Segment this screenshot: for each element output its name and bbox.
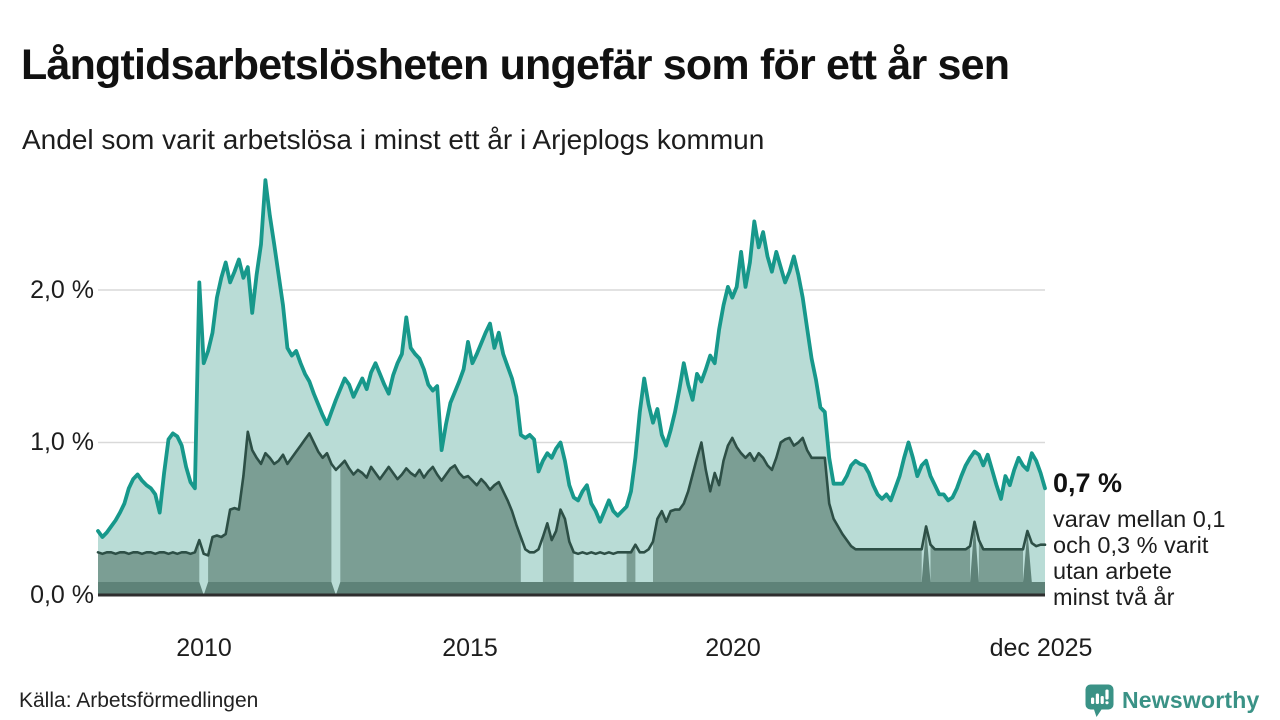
y-axis-tick-1_0: 1,0 % xyxy=(30,428,94,456)
band-minst-tva-ar xyxy=(626,544,636,582)
chart-subtitle: Andel som varit arbetslösa i minst ett å… xyxy=(22,124,765,155)
latest-value-description: varav mellan 0,1 och 0,3 % varit utan ar… xyxy=(1053,506,1226,610)
strip-minst-tva-ar-nedre xyxy=(98,521,1045,595)
x-axis-tick-2010: 2010 xyxy=(176,634,232,662)
band-minst-tva-ar xyxy=(653,437,922,582)
bar-chart-bubble-icon xyxy=(1085,684,1115,718)
band-minst-tva-ar xyxy=(208,431,332,582)
x-axis-tick-2020: 2020 xyxy=(705,634,761,662)
newsworthy-logo: Newsworthy xyxy=(1085,684,1259,718)
y-axis-tick-0_0: 0,0 % xyxy=(30,581,94,609)
y-axis-tick-2_0: 2,0 % xyxy=(30,276,94,304)
x-axis-tick-2015: 2015 xyxy=(442,634,498,662)
page-title: Långtidsarbetslösheten ungefär som för e… xyxy=(21,40,1010,89)
band-minst-tva-ar xyxy=(340,460,521,582)
latest-value-label: 0,7 % xyxy=(1053,468,1123,498)
band-minst-tva-ar xyxy=(98,540,200,582)
x-axis-tick-dec-2025: dec 2025 xyxy=(989,634,1093,662)
source-attribution: Källa: Arbetsförmedlingen xyxy=(19,689,259,712)
newsworthy-brand-name: Newsworthy xyxy=(1122,687,1260,713)
line-minst-tva-ar xyxy=(96,430,1047,557)
latest-value-annotation: 0,7 % varav mellan 0,1 och 0,3 % varit u… xyxy=(1053,468,1275,610)
line-minst-ett-ar xyxy=(96,178,1047,539)
band-minst-tva-ar xyxy=(930,544,971,582)
